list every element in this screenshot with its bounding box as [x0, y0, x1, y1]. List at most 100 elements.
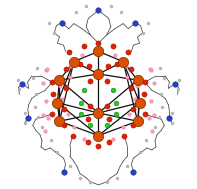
Point	[60, 21, 63, 24]
Point	[68, 76, 71, 79]
Point	[95, 48, 98, 51]
Point	[143, 112, 146, 115]
Point	[147, 117, 150, 120]
Point	[89, 80, 92, 83]
Point	[107, 140, 110, 143]
Point	[152, 114, 156, 117]
Point	[120, 11, 123, 14]
Point	[48, 21, 51, 24]
Point	[146, 21, 149, 24]
Point	[97, 42, 100, 45]
Point	[173, 83, 176, 86]
Point	[125, 64, 128, 67]
Point	[97, 9, 100, 12]
Point	[83, 89, 86, 92]
Point	[74, 11, 77, 14]
Point	[144, 138, 147, 141]
Point	[160, 93, 163, 96]
Point	[62, 107, 65, 110]
Point	[72, 60, 75, 63]
Point	[53, 31, 56, 34]
Point	[127, 51, 130, 54]
Point	[36, 116, 39, 119]
Point	[79, 112, 83, 115]
Point	[99, 48, 102, 51]
Point	[68, 165, 71, 168]
Point	[45, 99, 48, 102]
Point	[89, 124, 92, 127]
Point	[130, 67, 133, 70]
Point	[40, 126, 44, 129]
Point	[135, 85, 138, 88]
Point	[168, 117, 171, 120]
Point	[18, 88, 21, 91]
Point	[134, 97, 137, 100]
Point	[149, 68, 152, 71]
Point	[64, 67, 67, 70]
Point	[106, 64, 109, 67]
Point	[62, 170, 65, 173]
Point	[44, 130, 47, 133]
Point	[66, 112, 69, 115]
Point	[79, 101, 83, 104]
Point	[152, 82, 156, 85]
Point	[47, 117, 50, 120]
Point	[114, 112, 118, 115]
Point	[136, 120, 139, 123]
Point	[109, 5, 112, 8]
Point	[97, 72, 100, 75]
Point	[81, 54, 84, 57]
Point	[87, 140, 90, 143]
Point	[88, 64, 91, 67]
Point	[87, 118, 90, 121]
Point	[111, 45, 114, 48]
Point	[163, 77, 166, 80]
Point	[132, 107, 135, 110]
Point	[149, 99, 152, 102]
Point	[69, 64, 72, 67]
Point	[71, 134, 74, 137]
Point	[34, 93, 37, 96]
Point	[148, 67, 151, 70]
Point	[62, 124, 65, 127]
Point	[141, 31, 144, 34]
Point	[115, 62, 119, 65]
Point	[78, 176, 82, 179]
Point	[56, 150, 59, 153]
Point	[97, 50, 100, 53]
Point	[171, 112, 174, 115]
Point	[150, 130, 153, 133]
Point	[134, 21, 137, 24]
Point	[105, 104, 108, 107]
Point	[35, 66, 38, 69]
Point	[130, 87, 133, 90]
Point	[143, 81, 146, 84]
Point	[105, 80, 108, 83]
Point	[56, 101, 59, 104]
Point	[85, 5, 88, 8]
Point	[89, 180, 92, 183]
Point	[114, 101, 118, 104]
Point	[115, 176, 119, 179]
Point	[23, 112, 26, 115]
Point	[23, 122, 26, 125]
Point	[41, 82, 45, 85]
Point	[142, 93, 145, 96]
Point	[128, 112, 131, 115]
Point	[132, 124, 135, 127]
Point	[89, 104, 92, 107]
Point	[67, 51, 70, 54]
Point	[97, 112, 100, 115]
Point	[78, 62, 82, 65]
Point	[33, 105, 36, 108]
Point	[97, 144, 100, 147]
Point	[60, 97, 63, 100]
Point	[105, 124, 108, 127]
Point	[83, 45, 86, 48]
Point	[171, 122, 174, 125]
Point	[26, 117, 29, 120]
Point	[51, 112, 54, 115]
Point	[17, 79, 20, 82]
Point	[122, 126, 125, 129]
Point	[31, 77, 34, 80]
